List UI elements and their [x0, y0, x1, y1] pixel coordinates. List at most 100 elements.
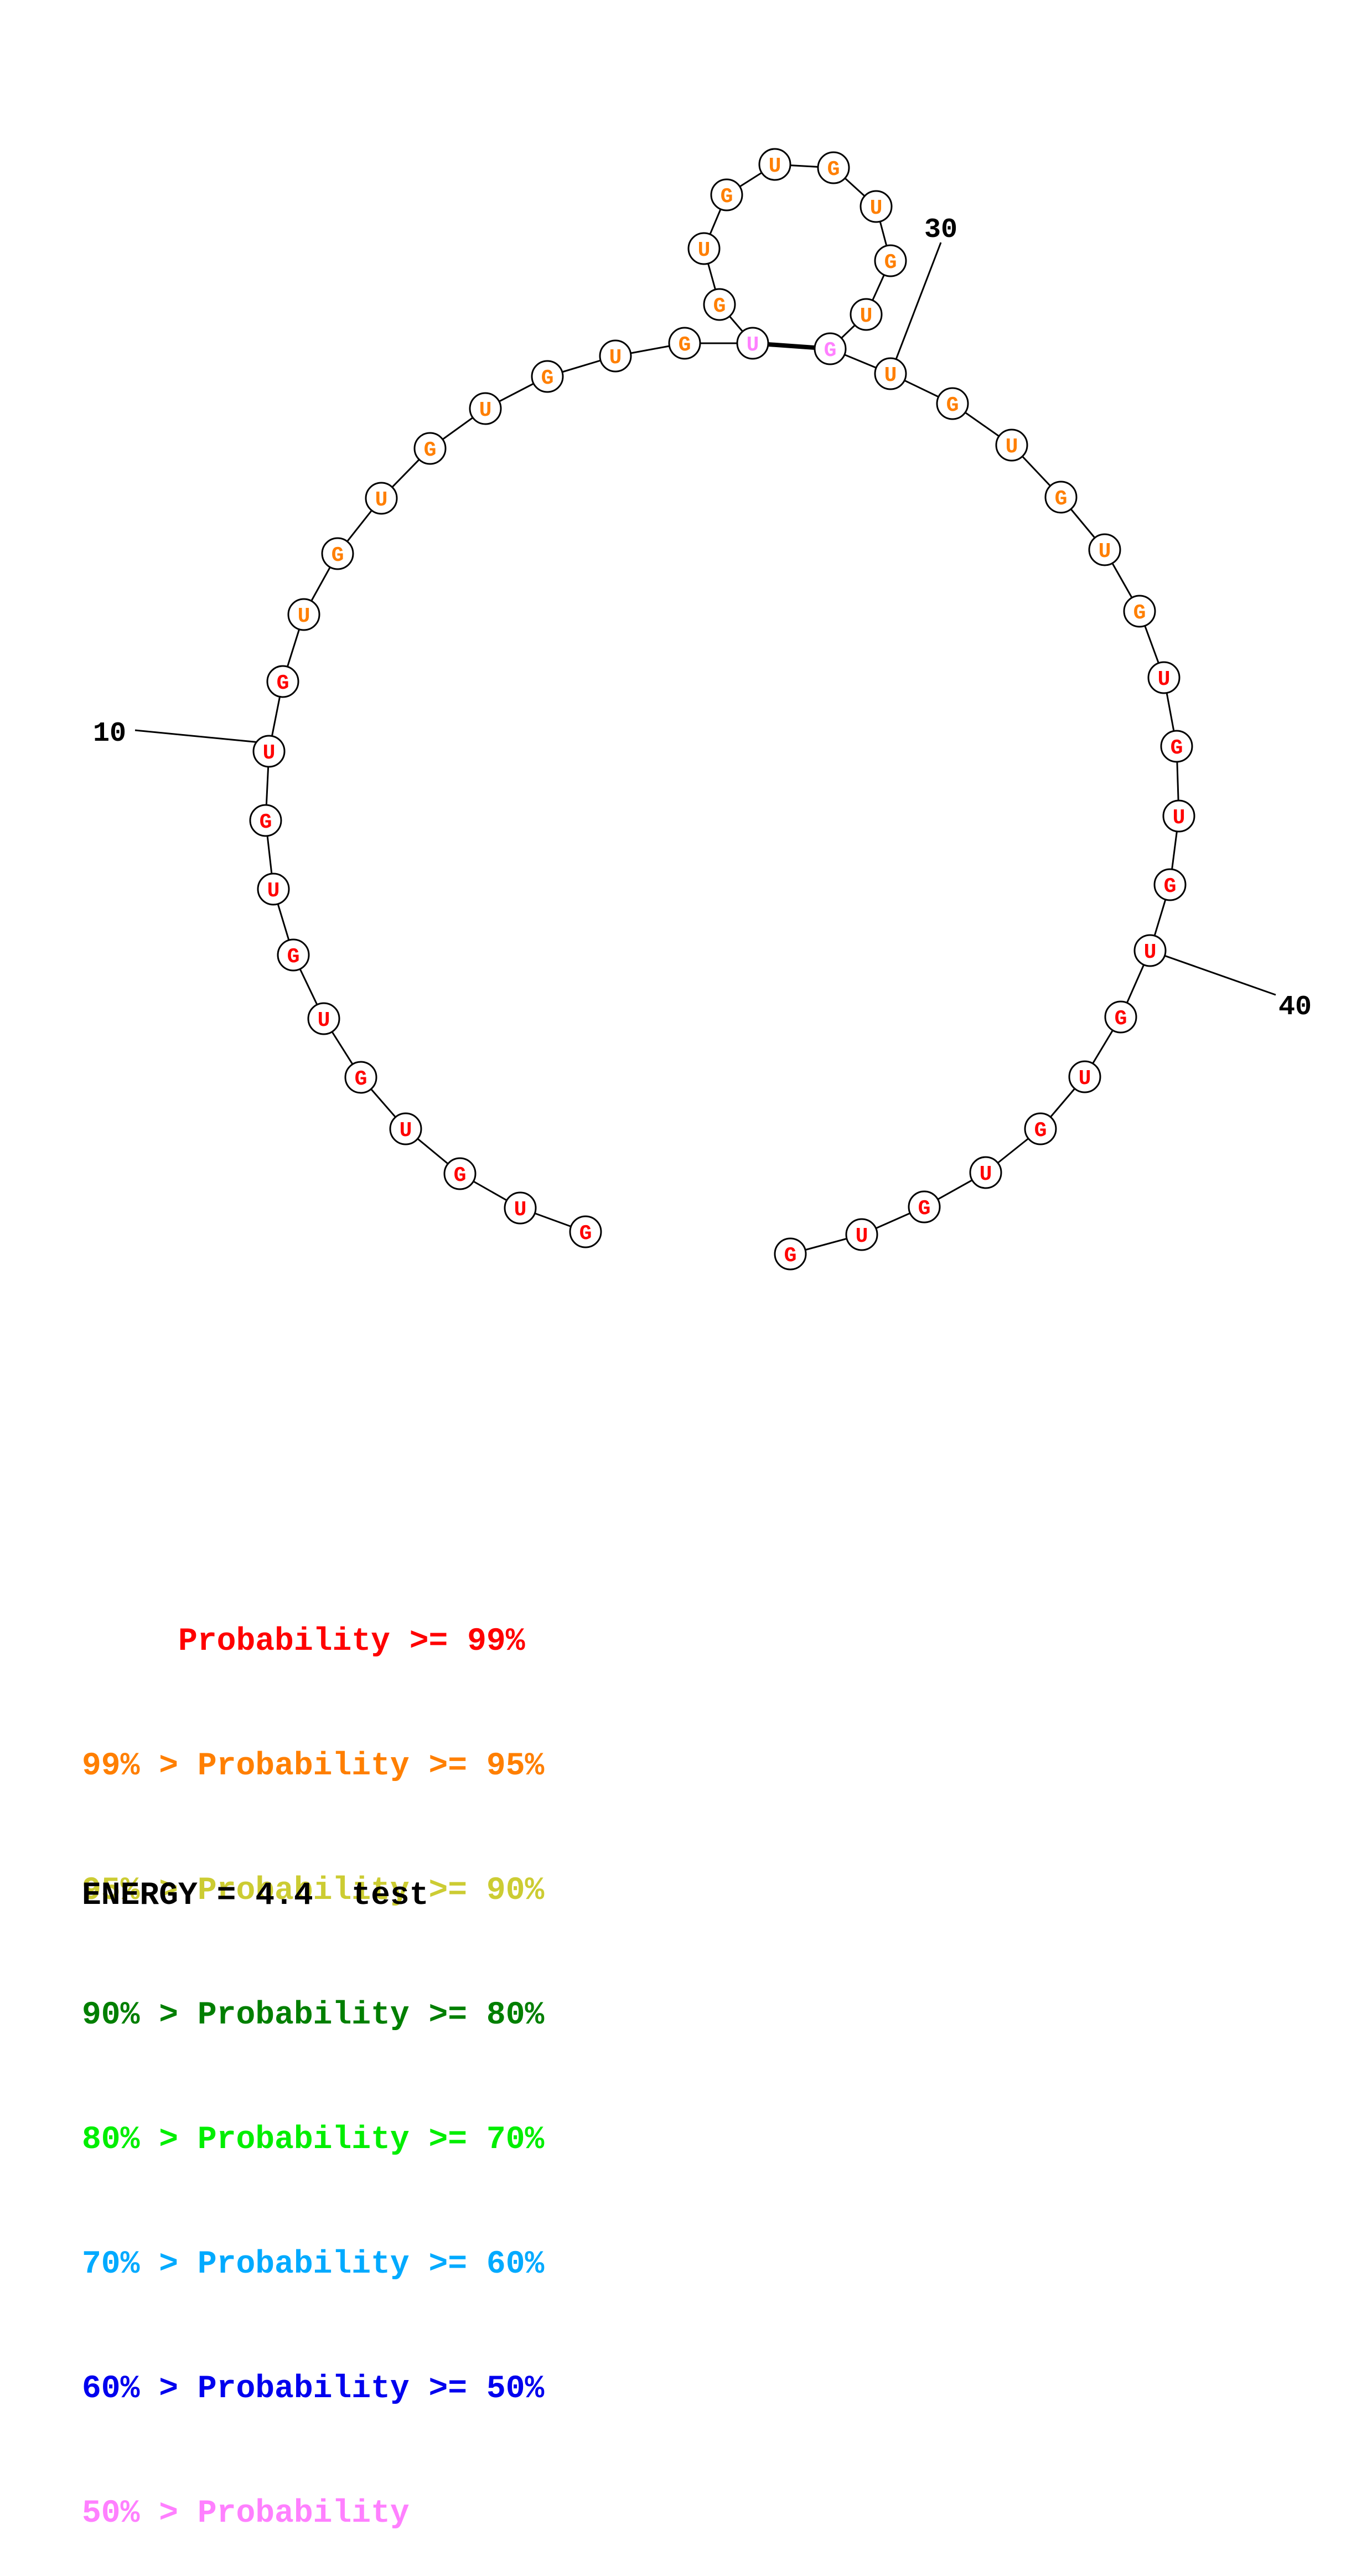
nucleotide-circle: [1162, 799, 1195, 833]
nucleotide-39: G: [1153, 868, 1187, 901]
nucleotide-circle: [1044, 481, 1078, 514]
nucleotide-12: U: [287, 598, 320, 631]
nucleotide-circle: [443, 1157, 477, 1190]
nucleotide-circle: [277, 938, 310, 972]
nucleotide-letter: G: [424, 438, 437, 462]
nucleotide-circle: [249, 804, 282, 837]
nucleotide-letter: G: [541, 366, 554, 390]
legend-line-below-50: 50% > Probability: [82, 2496, 410, 2532]
nucleotide-letter: U: [884, 364, 897, 388]
nucleotide-32: U: [995, 429, 1028, 462]
legend-line-50: 60% > Probability >= 50%: [82, 2371, 545, 2407]
nucleotide-letter: U: [375, 488, 388, 512]
probability-legend: Probability >= 99% 99% > Probability >= …: [82, 1538, 544, 2576]
nucleotide-28: U: [850, 298, 883, 331]
nucleotide-circle: [703, 288, 736, 321]
nucleotide-circle: [874, 244, 907, 277]
nucleotide-letter: G: [827, 158, 840, 182]
legend-line-95: 99% > Probability >= 95%: [82, 1748, 545, 1784]
nucleotide-letter: U: [318, 1009, 330, 1033]
energy-label: ENERGY = 4.4 test: [82, 1878, 429, 1914]
nucleotide-letter: G: [918, 1197, 931, 1221]
nucleotide-46: U: [845, 1218, 878, 1251]
nucleotide-circle: [758, 148, 791, 181]
nucleotide-circle: [668, 327, 701, 360]
legend-line-99: Probability >= 99%: [82, 1624, 525, 1660]
nucleotide-letter: U: [263, 741, 276, 765]
legend-line-80: 90% > Probability >= 80%: [82, 1997, 545, 2033]
nucleotide-11: G: [266, 665, 299, 698]
nucleotide-letter: G: [1115, 1007, 1127, 1031]
nucleotide-17: G: [531, 360, 564, 393]
nucleotide-44: U: [969, 1156, 1002, 1189]
nucleotide-circle: [1104, 1000, 1137, 1034]
nucleotide-circle: [874, 357, 907, 390]
nucleotide-letter: G: [713, 295, 726, 318]
nucleotide-43: G: [1024, 1112, 1057, 1145]
nucleotide-circle: [1160, 730, 1193, 763]
nucleotide-letter: U: [479, 399, 492, 422]
nucleotide-letter: G: [454, 1164, 467, 1188]
nucleotide-42: U: [1068, 1060, 1101, 1093]
nucleotide-24: U: [758, 148, 791, 181]
nucleotide-letter: U: [514, 1198, 527, 1222]
nucleotide-letter: U: [698, 239, 711, 262]
nucleotide-letter: U: [609, 346, 622, 370]
nucleotide-circle: [1153, 868, 1187, 901]
nucleotide-circle: [936, 387, 969, 420]
nucleotide-circle: [774, 1237, 807, 1271]
nucleotide-22: U: [687, 232, 721, 265]
nucleotide-20: U: [736, 327, 769, 360]
nucleotide-circle: [257, 873, 290, 906]
nucleotide-letter: U: [860, 304, 873, 328]
nucleotide-29: G: [814, 332, 847, 365]
nucleotide-26: U: [860, 190, 893, 223]
nucleotide-3: G: [443, 1157, 477, 1190]
legend-line-60: 70% > Probability >= 60%: [82, 2247, 545, 2283]
nucleotide-25: G: [817, 151, 850, 184]
nucleotide-27: G: [874, 244, 907, 277]
nucleotide-letter: G: [784, 1244, 797, 1268]
legend-line-90: 95% > Probability >= 90%: [82, 1873, 545, 1909]
nucleotide-35: G: [1123, 595, 1156, 628]
nucleotide-18: U: [599, 339, 632, 373]
nucleotide-30: U: [874, 357, 907, 390]
position-30-label: 30: [924, 214, 957, 246]
nucleotide-10: U: [252, 735, 286, 768]
nucleotide-letter: G: [355, 1067, 367, 1091]
legend-line-70: 80% > Probability >= 70%: [82, 2122, 545, 2158]
nucleotide-letter: U: [298, 605, 310, 628]
nucleotide-letter: G: [1133, 601, 1146, 625]
nucleotide-letter: G: [579, 1222, 592, 1246]
nucleotide-circle: [1088, 533, 1121, 566]
nucleotide-19: G: [668, 327, 701, 360]
nucleotide-letter: G: [1171, 736, 1183, 760]
nucleotide-letter: G: [946, 394, 959, 417]
nucleotide-circle: [814, 332, 847, 365]
nucleotide-circle: [413, 432, 447, 465]
nucleotide-letter: U: [769, 154, 781, 178]
nucleotide-circle: [969, 1156, 1002, 1189]
nucleotide-letter: U: [1158, 668, 1171, 691]
nucleotide-letter: G: [1164, 875, 1177, 899]
nucleotide-37: G: [1160, 730, 1193, 763]
nucleotide-13: G: [321, 537, 354, 570]
nucleotide-letter: G: [721, 185, 733, 209]
nucleotide-circle: [1068, 1060, 1101, 1093]
nucleotide-4: U: [389, 1112, 422, 1145]
nucleotide-1: G: [569, 1215, 602, 1248]
position-label-group: 10 30 40: [93, 214, 1312, 1023]
backbone-lines: [265, 163, 1180, 1255]
nucleotide-circle: [365, 482, 398, 515]
nucleotide-letter: U: [1173, 806, 1185, 830]
nucleotide-33: G: [1044, 481, 1078, 514]
nucleotide-circle: [307, 1002, 340, 1035]
nucleotide-circle: [531, 360, 564, 393]
nucleotide-circle: [287, 598, 320, 631]
nucleotide-circle: [736, 327, 769, 360]
nucleotide-circle: [687, 232, 721, 265]
nucleotide-15: G: [413, 432, 447, 465]
nucleotide-circle: [845, 1218, 878, 1251]
nucleotide-letter: U: [747, 333, 759, 357]
